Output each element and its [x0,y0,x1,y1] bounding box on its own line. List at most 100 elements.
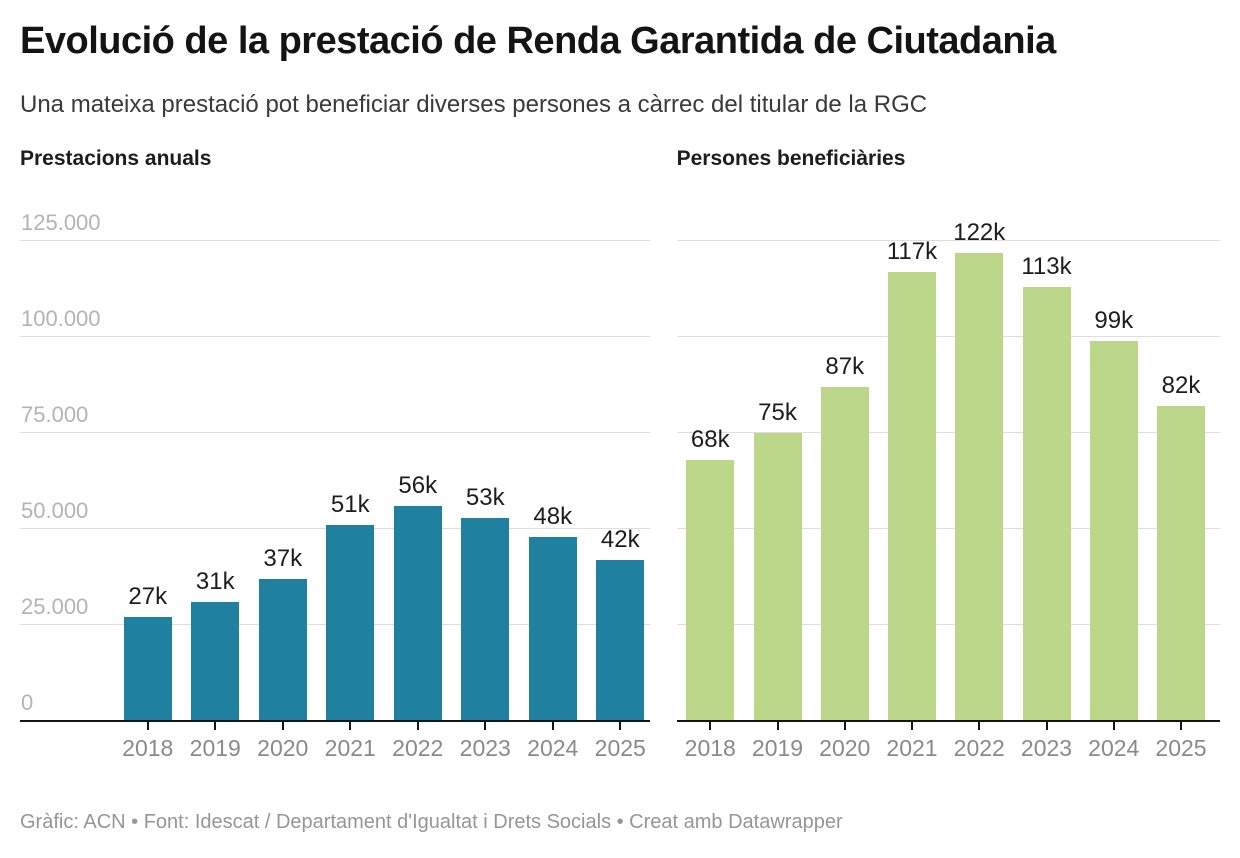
bar-value-label: 27k [128,583,168,611]
y-axis-label: 75.000 [21,402,89,427]
bar-column-2025: 42k 2025 [587,241,655,761]
gridline [676,240,1220,241]
bar-value-label: 48k [533,502,573,530]
bar-column-2023: 53k 2023 [452,241,520,761]
axis-tick [484,721,487,730]
y-axis-label: 25.000 [21,594,89,619]
axis-tick [214,721,217,730]
bar-value-label: 68k [690,425,730,453]
gridline [676,624,1220,625]
gridline [20,336,650,337]
page-title: Evolució de la prestació de Renda Garant… [20,20,1056,62]
chart-title-beneficiaries: Persones beneficiàries [676,147,906,170]
bar-column-2021: 51k 2021 [317,241,385,761]
x-axis-baseline [676,720,1220,722]
axis-tick [416,721,419,730]
bar-column-2019: 31k 2019 [182,241,250,762]
bar-2024 [1089,340,1138,721]
bar-column-2025: 82k 2025 [1147,241,1214,761]
bar-column-2023: 113k 2023 [1013,241,1080,761]
axis-tick [349,721,352,730]
chart-card: Evolució de la prestació de Renda Garant… [20,20,1220,833]
axis-tick [1112,721,1115,730]
x-axis-label: 2020 [257,735,309,761]
y-axis-label: 0 [21,690,34,715]
charts-row: Prestacions anuals 0 25.000 50.000 75.000 10… [20,147,1220,762]
bar-value-label: 31k [195,568,235,595]
gridline [676,528,1220,529]
x-axis-label: 2025 [594,735,646,761]
bar-column-2022: 122k 2022 [946,219,1013,761]
bar-2020 [820,386,869,721]
axis-tick [1180,721,1182,730]
bar-2024 [528,536,577,721]
x-axis-label: 2022 [392,735,444,761]
chart-panel-prestacions: Prestacions anuals 0 25.000 50.000 75.000 10… [20,147,650,761]
gridline [676,336,1220,337]
axis-tick [978,721,981,730]
bar-column-2018: 68k 2018 [677,241,744,761]
x-axis-label: 2021 [886,735,938,761]
x-axis-label: 2023 [1020,735,1073,761]
axis-tick [619,721,622,730]
bar-chart-prestacions: 0 25.000 50.000 75.000 100.000 125.000 27k 2018… [20,211,650,761]
bars-group: 68k 2018 75k 2019 87k 2020 117k 2021 122k 2022 113… [677,219,1215,762]
y-axis-label: 100.000 [21,306,101,331]
bar-column-2021: 117k 2021 [878,237,945,761]
bar-2020 [258,578,307,721]
bar-column-2020: 37k 2020 [249,241,317,761]
bar-chart-beneficiaries: 68k 2018 75k 2019 87k 2020 117k 2021 122k 2022 113… [676,219,1220,762]
bar-value-label: 99k [1094,306,1134,334]
bar-column-2019: 75k 2019 [744,241,811,762]
gridline [676,432,1220,433]
x-axis-label: 2025 [1155,735,1207,761]
bars-group: 27k 2018 31k 2019 37k 2020 51k 2021 56k 2022 53k 20… [114,241,655,762]
page-subtitle: Una mateixa prestació pot beneficiar div… [20,91,928,118]
x-axis-label: 2024 [1088,735,1140,761]
bar-value-label: 117k [886,237,938,265]
bar-2023 [461,517,510,721]
gridline [20,240,650,241]
x-axis-label: 2018 [684,735,736,761]
axis-tick [281,721,284,730]
x-axis-baseline [20,720,650,722]
bar-column-2022: 56k 2022 [384,241,452,762]
y-axis-label: 50.000 [21,498,89,523]
bar-column-2024: 48k 2024 [519,241,587,761]
x-axis-label: 2019 [189,735,241,761]
bar-column-2024: 99k 2024 [1080,241,1147,761]
axis-tick [843,721,846,730]
x-axis-label: 2021 [324,735,376,761]
bar-2025 [596,559,645,721]
x-axis-label: 2024 [527,735,579,761]
x-axis-label: 2020 [819,735,871,761]
bar-value-label: 37k [263,544,303,572]
bar-2018 [123,617,172,721]
bar-2022 [393,506,442,721]
axis-tick [709,721,712,730]
chart-title-prestacions: Prestacions anuals [20,147,212,170]
bar-2018 [686,459,735,721]
axis-tick [911,721,913,730]
y-axis-label: 125.000 [21,210,101,235]
chart-panel-beneficiaries: Persones beneficiàries 68k 2018 75k 2019 87k… [676,147,1220,762]
axis-tick [776,721,779,730]
x-axis-label: 2019 [751,735,804,761]
bar-2021 [326,525,375,721]
gridline [20,432,650,433]
bar-value-label: 51k [330,491,370,519]
bar-2022 [955,252,1004,721]
bar-value-label: 56k [398,472,438,499]
bar-value-label: 75k [758,399,797,426]
x-axis-label: 2018 [122,735,174,761]
bar-value-label: 82k [1161,372,1201,400]
bar-value-label: 42k [600,525,640,553]
bar-value-label: 87k [825,352,865,380]
bar-value-label: 53k [465,483,505,511]
bar-2021 [888,271,936,721]
bar-2019 [753,433,802,721]
bar-column-2018: 27k 2018 [114,241,182,761]
axis-tick [146,721,149,730]
bar-2025 [1157,406,1205,721]
bar-value-label: 113k [1021,253,1072,281]
